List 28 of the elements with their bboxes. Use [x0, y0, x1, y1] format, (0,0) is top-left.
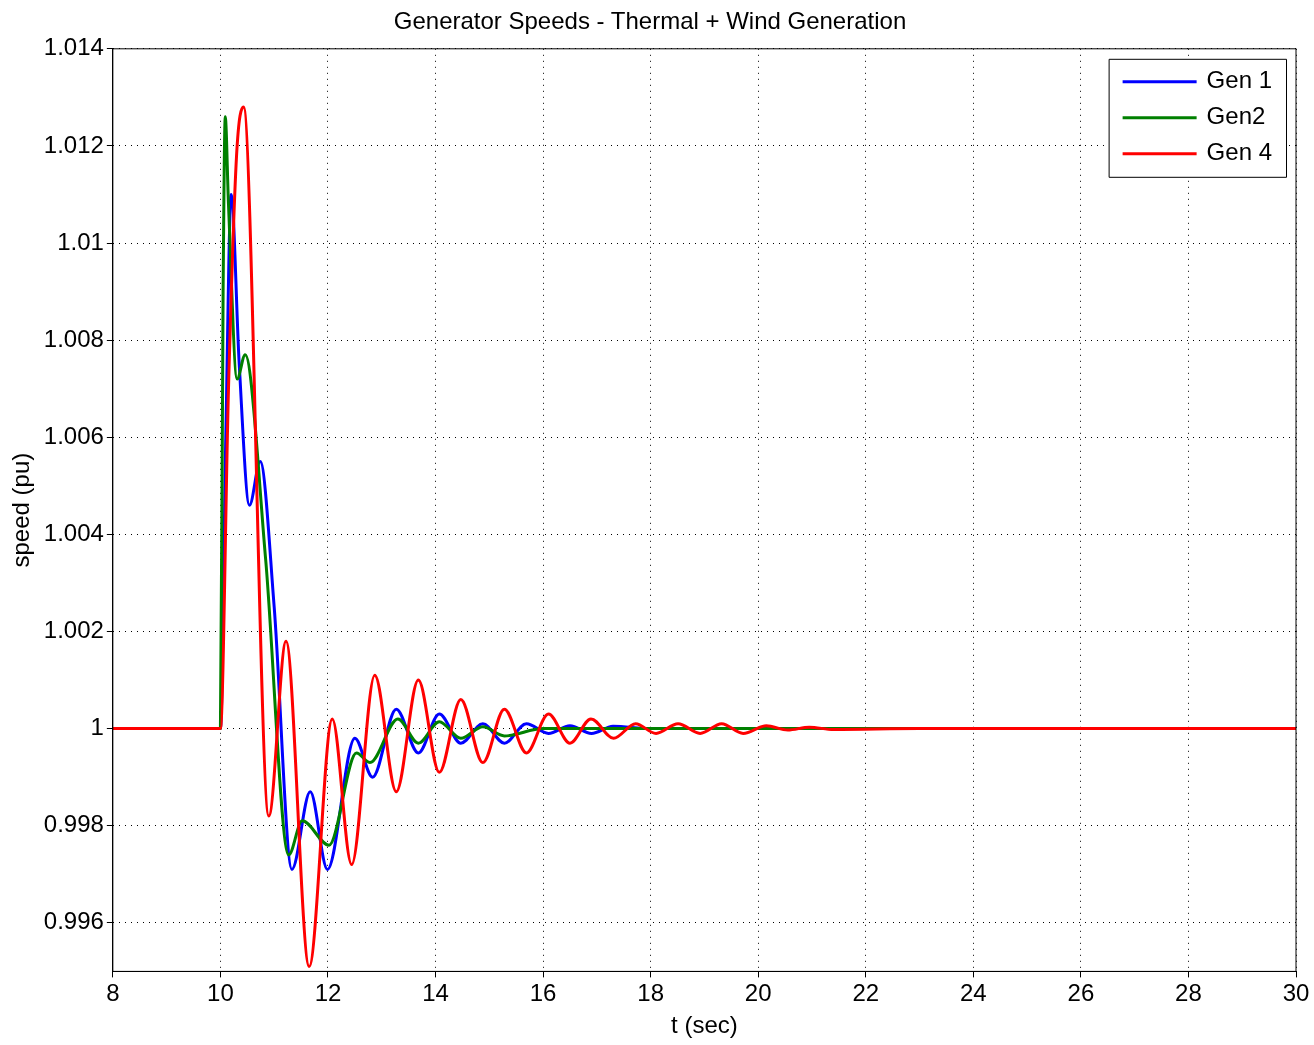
y-tick-label: 1.002	[43, 616, 104, 644]
x-tick-label: 18	[637, 979, 664, 1007]
x-axis-title: t (sec)	[671, 1011, 738, 1039]
x-tick-label: 30	[1282, 979, 1310, 1007]
x-tick-label: 16	[529, 979, 557, 1007]
x-tick-label: 8	[106, 979, 120, 1007]
x-tick-label: 10	[207, 979, 234, 1007]
x-tick-label: 24	[959, 979, 987, 1007]
y-tick-label: 0.996	[43, 907, 104, 935]
y-tick-label: 1.008	[43, 324, 104, 352]
y-tick-label: 1.012	[43, 130, 104, 158]
x-tick-label: 12	[314, 979, 342, 1007]
legend-label: Gen 4	[1206, 138, 1273, 166]
x-tick-label: 14	[422, 979, 449, 1007]
x-tick-label: 20	[744, 979, 772, 1007]
y-tick-label: 1.004	[43, 519, 104, 546]
y-tick-label: 1.01	[57, 227, 104, 255]
y-tick-label: 0.998	[43, 810, 104, 838]
legend-label: Gen2	[1206, 102, 1266, 130]
legend-label: Gen 1	[1206, 66, 1273, 94]
y-axis-title: speed (pu)	[7, 452, 35, 568]
x-tick-label: 26	[1067, 979, 1095, 1007]
y-tick-label: 1.014	[43, 33, 104, 61]
y-tick-label: 1	[90, 713, 104, 741]
y-tick-label: 1.006	[43, 421, 104, 449]
x-tick-label: 28	[1175, 979, 1202, 1007]
chart-title: Generator Speeds - Thermal + Wind Generation	[393, 7, 907, 35]
x-tick-label: 22	[852, 979, 880, 1007]
